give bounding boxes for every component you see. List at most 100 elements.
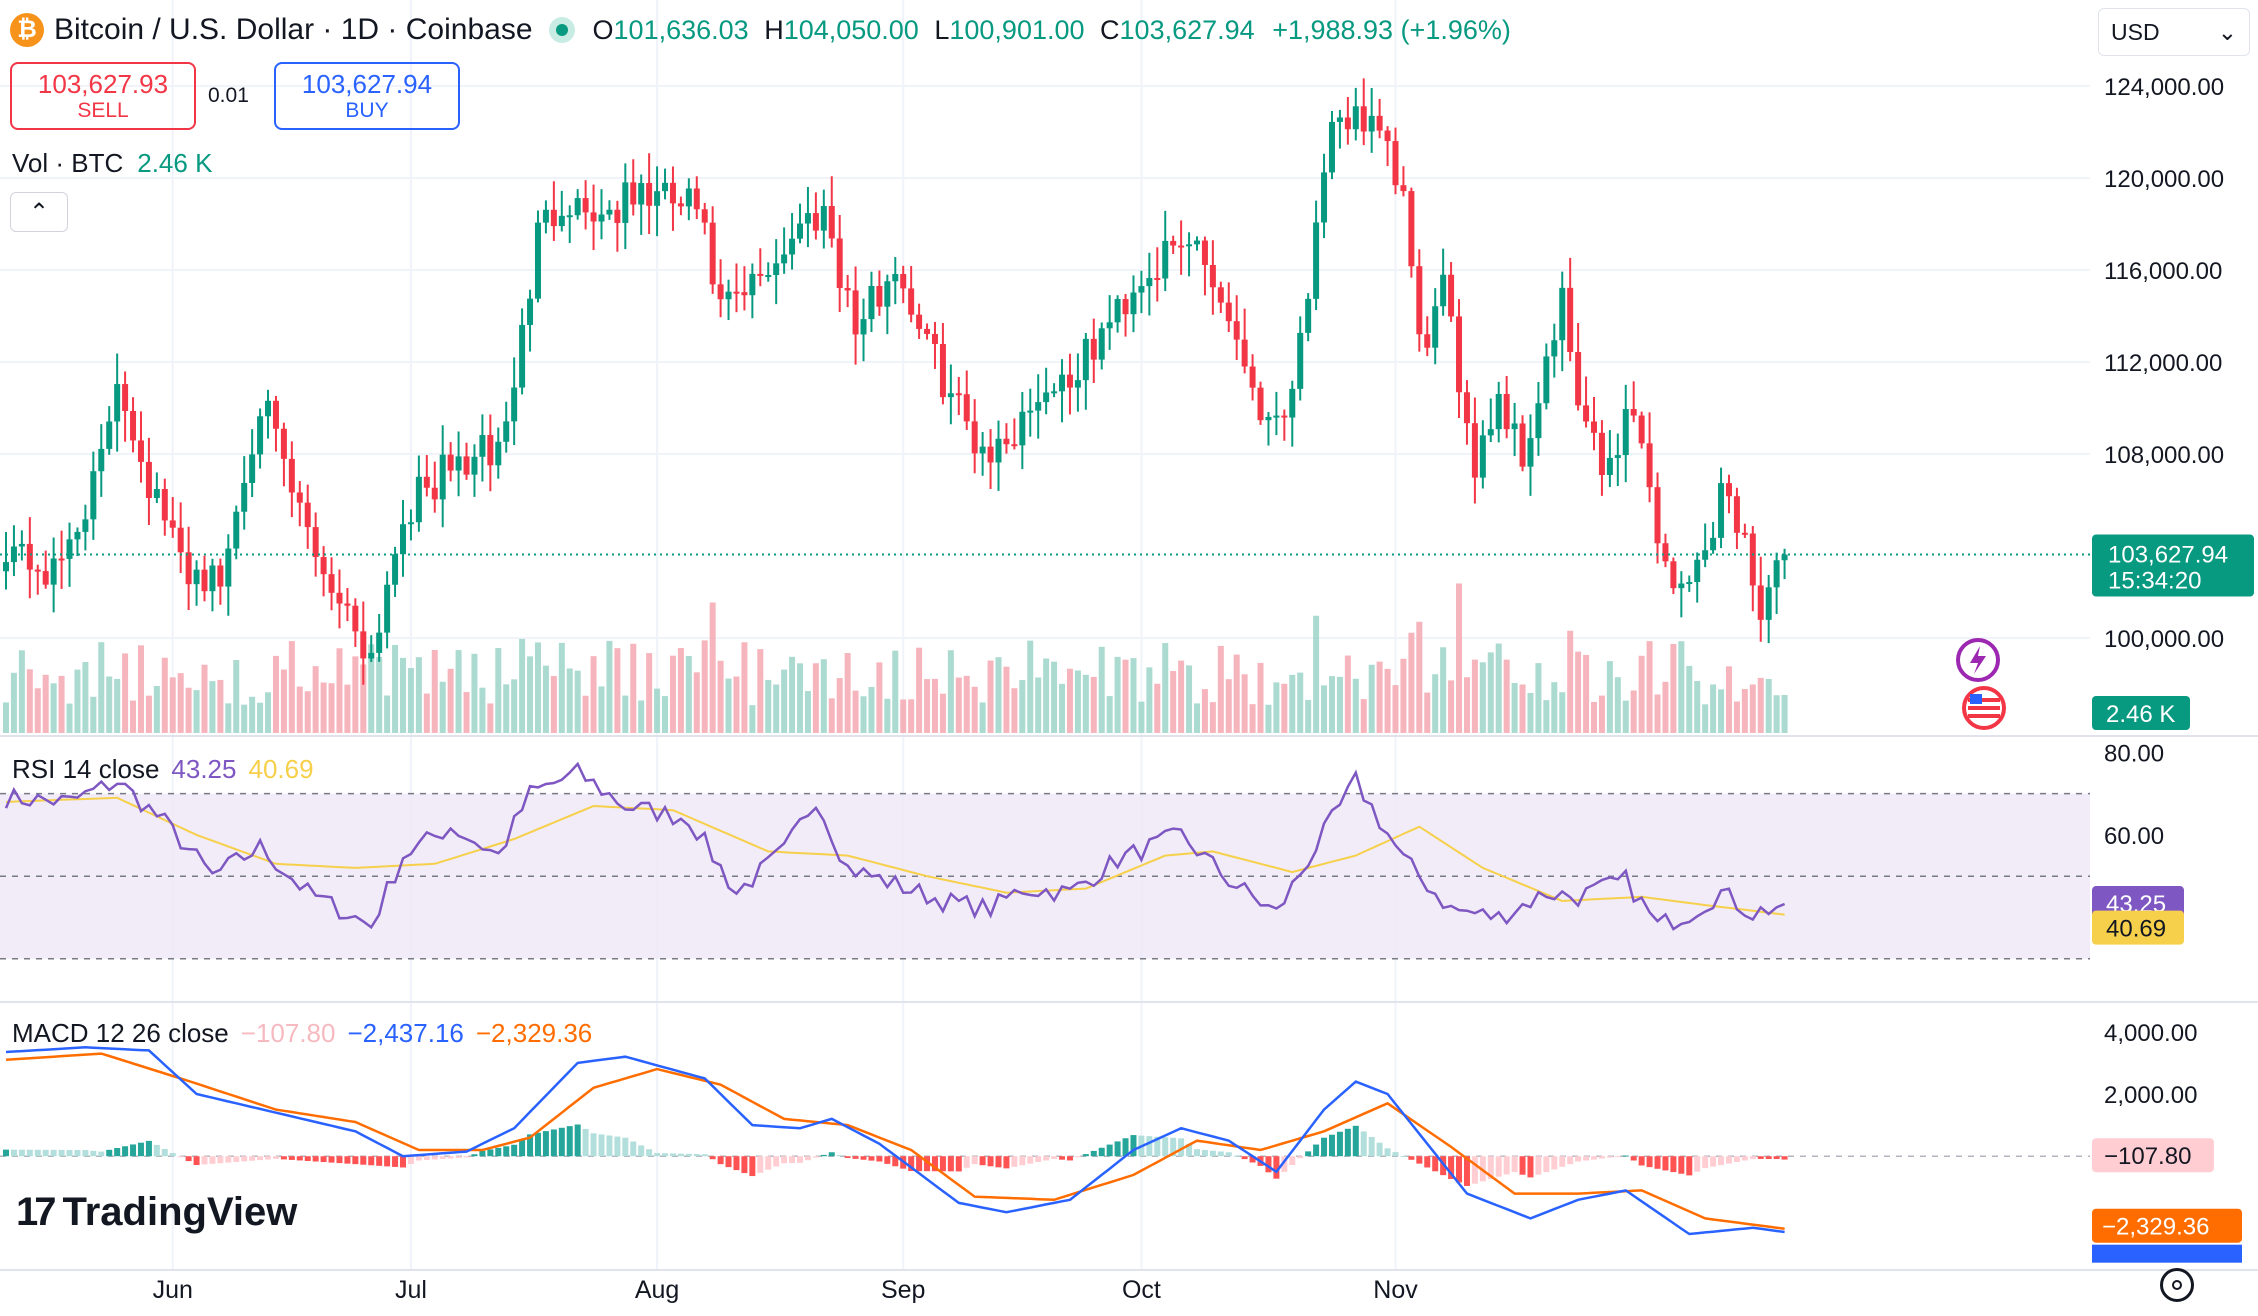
chevron-down-icon: ⌄ xyxy=(2217,18,2237,45)
buy-button[interactable]: 103,627.94 BUY xyxy=(274,62,460,130)
volume-bar xyxy=(1384,668,1391,733)
volume-bar xyxy=(1749,684,1756,733)
candle-body xyxy=(542,209,549,223)
us-flag-icon[interactable] xyxy=(1962,686,2006,730)
volume-bar xyxy=(400,657,406,733)
candle-body xyxy=(257,416,264,455)
volume-bar xyxy=(1622,700,1629,733)
lightning-event-icon[interactable] xyxy=(1956,638,2000,682)
candle-body xyxy=(1559,287,1566,341)
macd-histogram-bar xyxy=(1416,1156,1423,1164)
macd-histogram-bar xyxy=(1646,1156,1653,1168)
volume-bar xyxy=(1217,645,1224,733)
volume-bar xyxy=(471,653,478,733)
tradingview-logo[interactable]: 17 TradingView xyxy=(16,1190,297,1235)
macd-hist-legend-value: −107.80 xyxy=(240,1018,336,1048)
candle-body xyxy=(1376,115,1383,131)
last-price-badge[interactable] xyxy=(2092,534,2254,597)
macd-histogram-bar xyxy=(1114,1141,1121,1157)
candle-body xyxy=(376,632,383,653)
volume-bar xyxy=(1757,677,1764,733)
candle-body xyxy=(1511,423,1518,430)
collapse-legend-button[interactable]: ⌃ xyxy=(10,192,68,232)
candle-body xyxy=(26,543,33,570)
macd-histogram-bar xyxy=(415,1156,422,1161)
macd-histogram-bar xyxy=(820,1154,827,1157)
candle-body xyxy=(42,571,49,585)
macd-histogram-bar xyxy=(812,1156,819,1158)
macd-histogram-bar xyxy=(320,1156,327,1163)
candle-body xyxy=(265,400,272,417)
candle-body xyxy=(495,441,502,466)
volume-bar xyxy=(241,704,248,733)
volume-bar xyxy=(503,684,510,733)
candle-body xyxy=(1440,274,1447,307)
macd-histogram-bar xyxy=(288,1156,295,1160)
candle-body xyxy=(50,558,57,585)
macd-histogram-bar xyxy=(106,1149,113,1157)
volume-bar xyxy=(225,703,232,733)
volume-bar xyxy=(1043,658,1050,733)
candle-body xyxy=(892,273,899,282)
volume-legend[interactable]: Vol · BTC 2.46 K xyxy=(12,148,212,179)
volume-bar xyxy=(717,660,724,733)
sell-price: 103,627.93 xyxy=(37,69,169,100)
candle-body xyxy=(463,456,470,475)
candle-body xyxy=(876,285,883,307)
macd-histogram-bar xyxy=(1313,1144,1320,1157)
candle-body xyxy=(431,487,438,500)
volume-bar xyxy=(820,659,827,733)
rsi-legend[interactable]: RSI 14 close 43.25 40.69 xyxy=(12,754,314,785)
macd-histogram-bar xyxy=(304,1156,311,1161)
candle-body xyxy=(614,209,621,223)
macd-histogram-bar xyxy=(511,1144,518,1157)
time-axis-label: Aug xyxy=(635,1276,679,1304)
volume-legend-value: 2.46 K xyxy=(137,148,213,178)
candle-body xyxy=(1773,560,1780,588)
macd-histogram-bar xyxy=(1178,1138,1185,1157)
volume-bar xyxy=(574,670,581,733)
macd-histogram-bar xyxy=(400,1156,406,1168)
candle-body xyxy=(1027,410,1034,413)
volume-bar xyxy=(916,647,923,733)
price-axis-label: 108,000.00 xyxy=(2104,442,2224,469)
time-axis-label: Nov xyxy=(1373,1276,1418,1304)
price-axis-label: 100,000.00 xyxy=(2104,626,2224,653)
time-axis-label: Oct xyxy=(1122,1276,1161,1304)
macd-histogram-bar xyxy=(1598,1156,1605,1159)
symbol-title[interactable]: Bitcoin / U.S. Dollar · 1D · Coinbase xyxy=(54,13,533,46)
volume-bar xyxy=(130,700,137,733)
candle-body xyxy=(352,605,359,632)
volume-bar xyxy=(249,696,256,733)
candle-body xyxy=(407,522,414,525)
event-icons[interactable] xyxy=(1954,636,2014,736)
macd-histogram-bar xyxy=(971,1156,978,1165)
candle-body xyxy=(1352,106,1359,130)
candle-body xyxy=(979,446,986,454)
macd-histogram-bar xyxy=(757,1156,764,1173)
volume-bar xyxy=(812,663,819,733)
volume-bar xyxy=(1186,665,1193,733)
candle-body xyxy=(471,456,478,475)
settings-icon[interactable] xyxy=(2160,1268,2194,1302)
candle-body xyxy=(677,203,684,207)
candle-body xyxy=(1670,561,1677,589)
macd-histogram-bar xyxy=(74,1150,81,1157)
currency-select[interactable]: USD ⌄ xyxy=(2098,8,2250,56)
macd-histogram-bar xyxy=(1456,1156,1463,1183)
candle-body xyxy=(185,552,192,585)
volume-bar xyxy=(1225,679,1232,733)
macd-histogram-bar xyxy=(1710,1156,1717,1167)
volume-bar xyxy=(201,664,208,733)
volume-bar xyxy=(1463,677,1470,733)
candle-body xyxy=(1154,278,1161,281)
macd-histogram-bar xyxy=(1146,1136,1153,1157)
macd-histogram-bar xyxy=(114,1148,121,1157)
macd-histogram-bar xyxy=(860,1156,867,1160)
macd-legend[interactable]: MACD 12 26 close −107.80 −2,437.16 −2,329.3… xyxy=(12,1018,592,1049)
sell-button[interactable]: 103,627.93 SELL xyxy=(10,62,196,130)
candle-body xyxy=(1448,274,1455,317)
macd-histogram-bar xyxy=(42,1149,49,1157)
macd-histogram-bar xyxy=(1209,1150,1216,1157)
